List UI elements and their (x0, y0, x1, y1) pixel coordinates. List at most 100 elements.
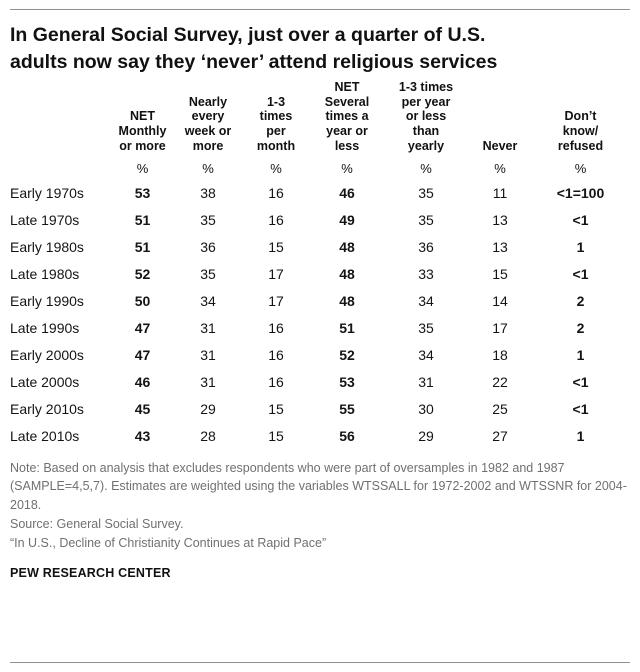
value-cell: 31 (200, 319, 216, 336)
unit-row: %%%%%%% (10, 155, 630, 180)
brand-label: PEW RESEARCH CENTER (10, 566, 171, 581)
value-cell: 45 (134, 400, 151, 417)
value-cell: 17 (268, 292, 284, 309)
period-label: Late 2010s (10, 427, 80, 444)
table-row: Late 2010s 43 28 15 56 29 27 1 (10, 423, 630, 450)
value-cell: 31 (200, 373, 216, 390)
table-row: Late 1980s 52 35 17 48 33 15 <1 (10, 261, 630, 288)
unit-cell: % (494, 160, 506, 176)
value-cell: 18 (492, 346, 508, 363)
period-label: Early 2010s (10, 400, 84, 417)
value-cell: 35 (200, 265, 216, 282)
value-cell: <1 (572, 265, 589, 282)
value-cell: 33 (418, 265, 434, 282)
value-cell: 52 (134, 265, 151, 282)
value-cell: 36 (418, 238, 434, 255)
value-cell: 31 (200, 346, 216, 363)
value-cell: 34 (200, 292, 216, 309)
value-cell: 49 (339, 211, 355, 228)
value-cell: 15 (268, 427, 284, 444)
value-cell: 43 (134, 427, 151, 444)
value-cell: 14 (492, 292, 508, 309)
value-cell: 2 (576, 292, 585, 309)
bottom-rule (10, 662, 630, 663)
period-label: Late 2000s (10, 373, 80, 390)
value-cell: 48 (339, 238, 355, 255)
value-cell: 16 (268, 211, 284, 228)
value-cell: 11 (492, 184, 508, 201)
value-cell: 35 (418, 211, 434, 228)
value-cell: 53 (134, 184, 151, 201)
unit-cell: % (270, 160, 282, 176)
column-header: 1-3 times per year or less than yearly (398, 79, 454, 153)
value-cell: 46 (339, 184, 355, 201)
unit-cell: % (136, 160, 149, 176)
value-cell: 16 (268, 319, 284, 336)
source-text: Source: General Social Survey. (10, 516, 184, 531)
table-row: Early 1970s 53 38 16 46 35 11 <1=100 (10, 180, 630, 207)
unit-cell: % (420, 160, 432, 176)
empty-header-cell (10, 80, 110, 155)
value-cell: 1 (576, 238, 585, 255)
value-cell: 36 (200, 238, 216, 255)
period-label: Early 2000s (10, 346, 84, 363)
value-cell: 56 (339, 427, 355, 444)
value-cell: 35 (418, 184, 434, 201)
table-row: Early 2000s 47 31 16 52 34 18 1 (10, 342, 630, 369)
value-cell: <1 (572, 400, 589, 417)
value-cell: 16 (268, 346, 284, 363)
value-cell: 22 (492, 373, 508, 390)
value-cell: 38 (200, 184, 216, 201)
value-cell: <1=100 (556, 184, 605, 201)
value-cell: 51 (134, 238, 151, 255)
value-cell: 28 (200, 427, 216, 444)
note-text: Note: Based on analysis that excludes re… (10, 460, 627, 513)
value-cell: 15 (268, 238, 284, 255)
column-header: 1-3 times per month (256, 94, 296, 153)
period-label: Late 1990s (10, 319, 80, 336)
page-title: In General Social Survey, just over a qu… (10, 24, 498, 73)
value-cell: 53 (339, 373, 355, 390)
unit-cell-empty (10, 155, 110, 180)
value-cell: 48 (339, 292, 355, 309)
column-header: NET Several times a year or less (324, 79, 370, 153)
value-cell: 52 (339, 346, 355, 363)
value-cell: 47 (134, 319, 151, 336)
value-cell: 17 (268, 265, 284, 282)
value-cell: 46 (134, 373, 151, 390)
value-cell: 27 (492, 427, 508, 444)
value-cell: 1 (576, 346, 585, 363)
value-cell: 55 (339, 400, 355, 417)
value-cell: 48 (339, 265, 355, 282)
value-cell: 13 (492, 238, 508, 255)
period-label: Early 1990s (10, 292, 84, 309)
period-label: Early 1980s (10, 238, 84, 255)
value-cell: 15 (492, 265, 508, 282)
value-cell: 1 (576, 427, 585, 444)
period-label: Early 1970s (10, 184, 84, 201)
value-cell: 16 (268, 184, 284, 201)
value-cell: 29 (200, 400, 216, 417)
header-row: NET Monthly or more Nearly every week or … (10, 80, 630, 155)
value-cell: 51 (339, 319, 355, 336)
top-rule (10, 9, 630, 10)
value-cell: 35 (418, 319, 434, 336)
value-cell: 34 (418, 292, 434, 309)
table-row: Late 1990s 47 31 16 51 35 17 2 (10, 315, 630, 342)
value-cell: 17 (492, 319, 508, 336)
value-cell: 25 (492, 400, 508, 417)
table-row: Late 2000s 46 31 16 53 31 22 <1 (10, 369, 630, 396)
unit-cell: % (202, 160, 214, 176)
value-cell: 30 (418, 400, 434, 417)
value-cell: 2 (576, 319, 585, 336)
table-row: Late 1970s 51 35 16 49 35 13 <1 (10, 207, 630, 234)
value-cell: 16 (268, 373, 284, 390)
report-title-text: “In U.S., Decline of Christianity Contin… (10, 535, 327, 550)
column-header: Nearly every week or more (184, 94, 232, 153)
value-cell: 15 (268, 400, 284, 417)
value-cell: 51 (134, 211, 151, 228)
unit-cell: % (574, 160, 587, 176)
unit-cell: % (341, 160, 353, 176)
attendance-table: NET Monthly or more Nearly every week or … (10, 80, 630, 450)
